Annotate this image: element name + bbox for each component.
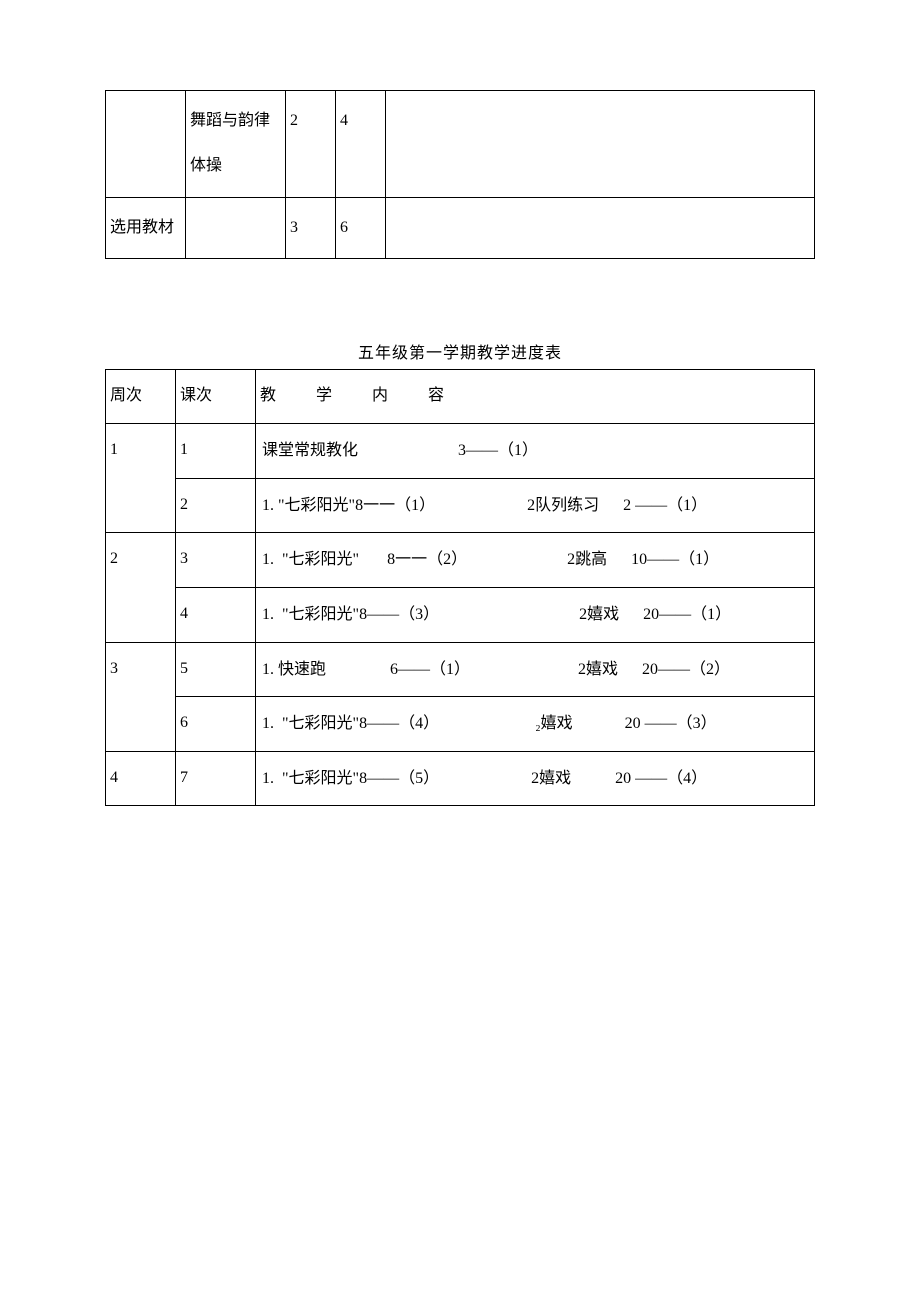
header-part: 容 [428,387,444,404]
cell: 2 [286,91,336,198]
lesson-cell: 7 [176,751,256,806]
table-row: 1 1 课堂常规教化 3——（1） [106,424,815,479]
content-cell: 1. "七彩阳光"8——（5） 2嬉戏 20 ——（4） [256,751,815,806]
table-row: 6 1. "七彩阳光"8——（4） ₂嬉戏 20 ——（3） [106,697,815,752]
week-cell: 3 [106,642,176,751]
table-row: 选用教材 3 6 [106,197,815,259]
content-cell: 1. 快速跑 6——（1） 2嬉戏 20——（2） [256,642,815,697]
week-cell: 4 [106,751,176,806]
lesson-cell: 3 [176,533,256,588]
content-text: 1. 快速跑 6——（1） 2嬉戏 20——（2） [260,647,810,693]
lesson-cell: 4 [176,587,256,642]
content-text: 1. "七彩阳光"8——（3） 2嬉戏 20——（1） [260,592,810,638]
lesson-cell: 2 [176,478,256,533]
header-lesson: 课次 [176,370,256,424]
table-row: 2 3 1. "七彩阳光" 8一一（2） 2跳高 10——（1） [106,533,815,588]
lesson-cell: 5 [176,642,256,697]
materials-table: 舞蹈与韵律体操 2 4 选用教材 3 6 [105,90,815,259]
table-row: 舞蹈与韵律体操 2 4 [106,91,815,198]
cell [186,197,286,259]
header-part: 内 [372,387,388,404]
cell [386,91,815,198]
header-content: 教 学 内 容 [256,370,815,424]
lesson-cell: 6 [176,697,256,752]
week-cell: 2 [106,533,176,642]
content-text: 课堂常规教化 3——（1） [260,428,810,474]
header-part: 学 [316,387,332,404]
content-cell: 课堂常规教化 3——（1） [256,424,815,479]
content-text: 1. "七彩阳光"8——（5） 2嬉戏 20 ——（4） [260,756,810,802]
cell: 3 [286,197,336,259]
content-cell: 1. "七彩阳光"8——（4） ₂嬉戏 20 ——（3） [256,697,815,752]
content-text: 1. "七彩阳光"8一一（1） 2队列练习 2 ——（1） [260,483,810,529]
lesson-cell: 1 [176,424,256,479]
header-part: 教 [260,387,276,404]
cell: 舞蹈与韵律体操 [186,91,286,198]
table-row: 4 1. "七彩阳光"8——（3） 2嬉戏 20——（1） [106,587,815,642]
content-text: 1. "七彩阳光"8——（4） ₂嬉戏 20 ——（3） [260,701,810,747]
table-row: 3 5 1. 快速跑 6——（1） 2嬉戏 20——（2） [106,642,815,697]
cell: 6 [336,197,386,259]
cell [386,197,815,259]
schedule-table: 周次 课次 教 学 内 容 1 1 课堂常规教化 3——（1） 2 1. "七彩… [105,369,815,806]
table-row: 2 1. "七彩阳光"8一一（1） 2队列练习 2 ——（1） [106,478,815,533]
content-cell: 1. "七彩阳光"8——（3） 2嬉戏 20——（1） [256,587,815,642]
table-row: 4 7 1. "七彩阳光"8——（5） 2嬉戏 20 ——（4） [106,751,815,806]
header-week: 周次 [106,370,176,424]
content-cell: 1. "七彩阳光" 8一一（2） 2跳高 10——（1） [256,533,815,588]
week-cell: 1 [106,424,176,533]
content-text: 1. "七彩阳光" 8一一（2） 2跳高 10——（1） [260,537,810,583]
cell: 4 [336,91,386,198]
content-cell: 1. "七彩阳光"8一一（1） 2队列练习 2 ——（1） [256,478,815,533]
schedule-title: 五年级第一学期教学进度表 [105,339,815,363]
cell: 选用教材 [106,197,186,259]
table-header-row: 周次 课次 教 学 内 容 [106,370,815,424]
cell [106,91,186,198]
